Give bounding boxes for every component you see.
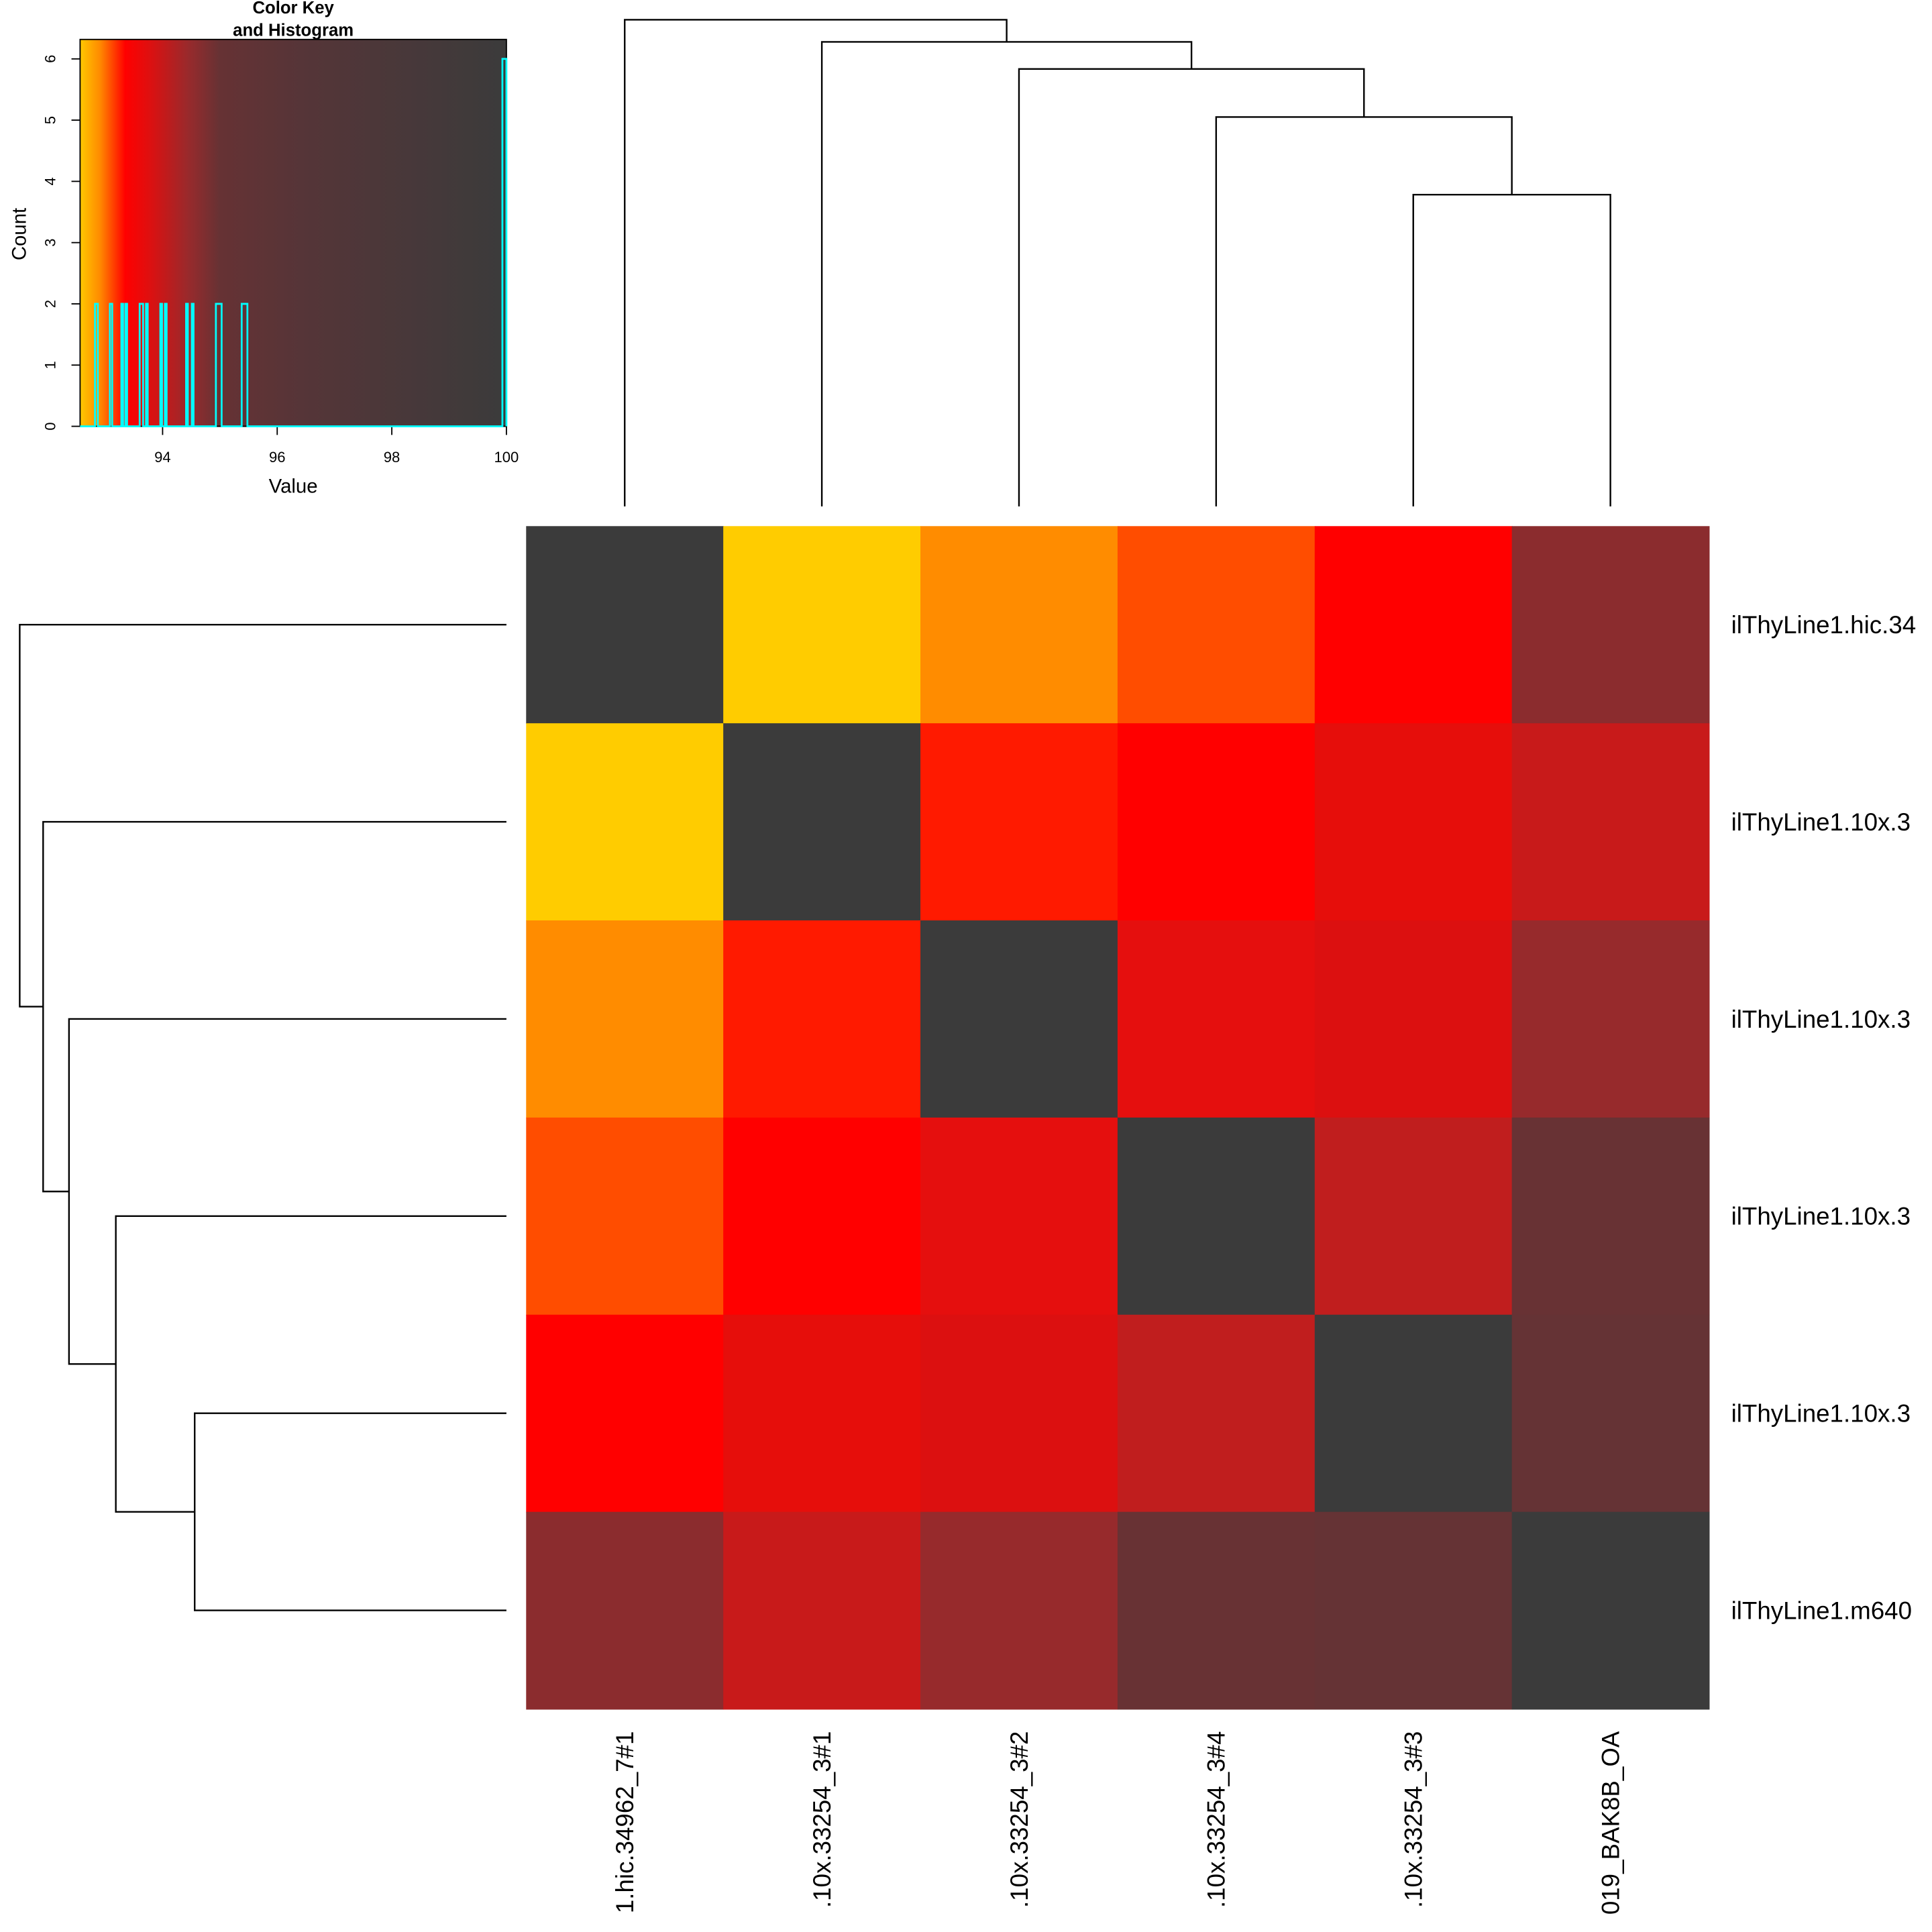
y-tick-label: 2 [42, 300, 59, 308]
dendrogram-branch [820, 41, 1193, 506]
x-tick-label: 96 [269, 449, 286, 466]
column-label: .10x.33254_3#1 [808, 1731, 836, 1908]
heatmap-cell [920, 723, 1118, 921]
row-label: ilThyLine1.10x.3 [1731, 808, 1911, 836]
row-labels: ilThyLine1.hic.34 ilThyLine1.10x.3 ilThyLi… [1731, 611, 1917, 1624]
dendrogram-branch [1018, 68, 1365, 506]
heatmap-cell [1511, 1511, 1710, 1710]
row-label: ilThyLine1.hic.34 [1731, 611, 1917, 639]
heatmap-cell [1117, 920, 1316, 1118]
y-tick-label: 1 [42, 361, 59, 369]
row-label: ilThyLine1.10x.3 [1731, 1203, 1911, 1230]
dendrogram-branch [68, 1018, 506, 1365]
histogram-line [80, 58, 508, 427]
row-label: ilThyLine1.10x.3 [1731, 1400, 1911, 1428]
heatmap-cell [723, 1314, 921, 1513]
y-tick-label: 4 [42, 177, 59, 185]
heatmap-cell [1314, 1314, 1513, 1513]
heatmap-cell [526, 1117, 724, 1316]
heatmap-cell [1511, 723, 1710, 921]
column-label: .10x.33254_3#3 [1400, 1731, 1428, 1908]
dendrogram-branch [624, 19, 1008, 506]
column-label: 019_BAK8B_OA [1597, 1731, 1624, 1915]
heatmap-cell [920, 920, 1118, 1118]
heatmap-cell [723, 723, 921, 921]
column-label: .10x.33254_3#4 [1203, 1731, 1230, 1908]
row-label: ilThyLine1.m640 [1731, 1597, 1912, 1624]
heatmap-cell [920, 1511, 1118, 1710]
dendrogram-branch [1215, 116, 1513, 506]
color-key: Color Key and Histogram 94 96 98 100 0 1 2 3 4 5 6… [9, 0, 519, 498]
dendrogram-branch [194, 1412, 506, 1611]
dendrogram-branch [42, 820, 506, 1193]
y-tick-label: 5 [42, 116, 59, 124]
y-tick-label: 3 [42, 239, 59, 247]
row-label: ilThyLine1.10x.3 [1731, 1006, 1911, 1033]
heatmap-cell [1511, 1314, 1710, 1513]
heatmap-cell [526, 526, 724, 724]
heatmap-cell [526, 1314, 724, 1513]
heatmap-cell [920, 1314, 1118, 1513]
key-x-label: Value [269, 476, 318, 498]
x-tick-label: 94 [154, 449, 171, 466]
heatmap-cell [526, 723, 724, 921]
x-tick-label: 100 [494, 449, 519, 466]
column-labels: 1.hic.34962_7#1 .10x.33254_3#1 .10x.33254_… [611, 1731, 1624, 1915]
column-label: 1.hic.34962_7#1 [611, 1731, 639, 1914]
heatmap-cell [1314, 1117, 1513, 1316]
heatmap-cell [1511, 526, 1710, 724]
heatmap-cell [1117, 526, 1316, 724]
heatmap-cell [1117, 1511, 1316, 1710]
heatmap-cell [1314, 526, 1513, 724]
color-gradient [80, 39, 506, 427]
dendrogram-branch [115, 1215, 506, 1513]
key-y-label: Count [9, 208, 31, 260]
heatmap-cell [1511, 920, 1710, 1118]
heatmap-cell [723, 1511, 921, 1710]
key-title-line1: Color Key [252, 0, 334, 17]
heatmap-cell [723, 920, 921, 1118]
heatmap-cell [1117, 1314, 1316, 1513]
dendrogram-branch [19, 624, 506, 1008]
dendrogram-branch [1412, 194, 1611, 506]
heatmap-cell [1511, 1117, 1710, 1316]
key-title-line2: and Histogram [233, 21, 354, 40]
heatmap-cell [1314, 1511, 1513, 1710]
x-tick-label: 98 [384, 449, 400, 466]
heatmap-cell [526, 1511, 724, 1710]
heatmap-cell [1314, 723, 1513, 921]
y-tick-label: 6 [42, 55, 59, 63]
heatmap-cells [526, 526, 1710, 1710]
column-dendrogram [624, 19, 1611, 506]
heatmap-cell [920, 1117, 1118, 1316]
heatmap-cell [920, 526, 1118, 724]
column-label: .10x.33254_3#2 [1006, 1731, 1033, 1908]
heatmap-cell [526, 920, 724, 1118]
heatmap-cell [723, 1117, 921, 1316]
heatmap-cell [1117, 1117, 1316, 1316]
y-tick-label: 0 [42, 422, 59, 430]
row-dendrogram [19, 624, 506, 1611]
heatmap-cell [1314, 920, 1513, 1118]
heatmap-cell [1117, 723, 1316, 921]
heatmap-cell [723, 526, 921, 724]
